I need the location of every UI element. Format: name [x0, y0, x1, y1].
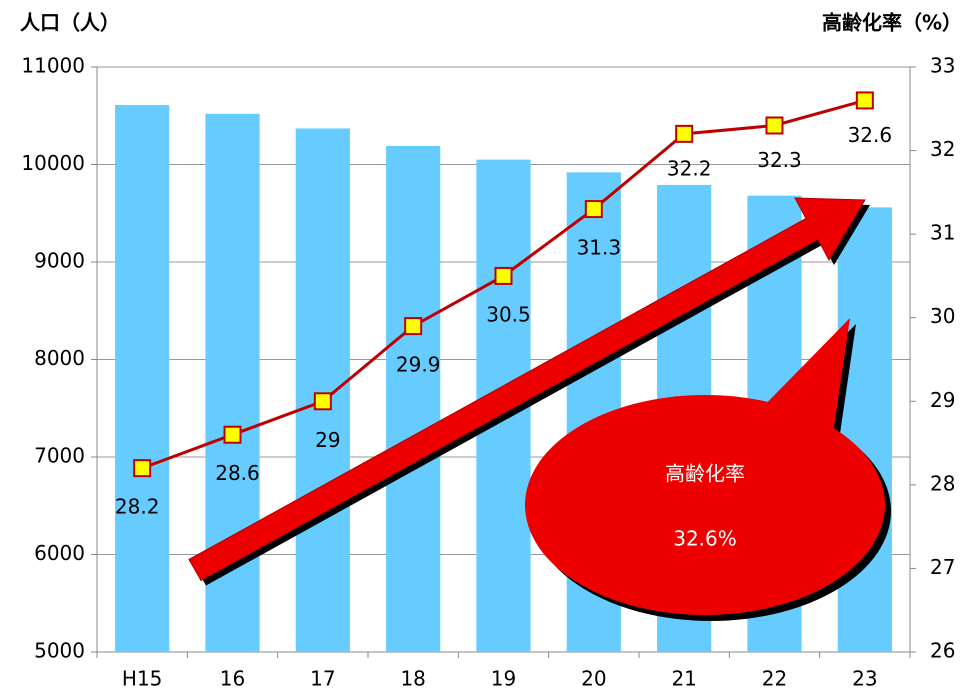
data-label: 32.6	[848, 123, 893, 147]
x-tick-label: H15	[122, 667, 163, 691]
x-tick-label: 19	[491, 667, 516, 691]
y-tick-label: 5000	[34, 639, 85, 663]
x-tick-label: 22	[762, 667, 787, 691]
x-tick-label: 23	[852, 667, 877, 691]
marker	[765, 116, 784, 135]
y-tick-label: 10000	[21, 151, 85, 175]
bar	[386, 145, 441, 652]
data-label: 28.2	[115, 495, 160, 519]
x-tick-label: 16	[220, 667, 245, 691]
y2-tick-label: 31	[930, 221, 955, 245]
marker	[133, 459, 152, 478]
y-tick-label: 8000	[34, 346, 85, 370]
y-tick-label: 11000	[21, 54, 85, 78]
data-label: 28.6	[215, 461, 260, 485]
callout-title: 高齢化率	[665, 462, 745, 486]
y-tick-label: 7000	[34, 444, 85, 468]
y2-tick-label: 29	[930, 388, 955, 412]
marker	[223, 425, 242, 444]
marker	[584, 200, 603, 219]
y2-tick-label: 28	[930, 471, 955, 495]
marker	[313, 392, 332, 411]
arrow	[188, 197, 866, 582]
data-label: 29	[315, 428, 340, 452]
data-label: 29.9	[396, 353, 441, 377]
y-axis-label: 人口（人）	[20, 11, 120, 35]
data-label: 30.5	[486, 302, 531, 326]
data-label: 32.2	[667, 156, 712, 180]
bar	[295, 128, 350, 653]
y2-tick-label: 32	[930, 137, 955, 161]
y2-tick-label: 33	[930, 54, 955, 78]
y-tick-label: 6000	[34, 541, 85, 565]
data-label: 32.3	[757, 148, 802, 172]
callout-text: 32.6%	[673, 527, 737, 551]
x-tick-label: 20	[581, 667, 606, 691]
y2-tick-label: 30	[930, 304, 955, 328]
y2-axis-label: 高齢化率（%）	[822, 11, 962, 35]
y2-tick-label: 27	[930, 555, 955, 579]
callout-tail	[750, 318, 850, 455]
marker	[855, 91, 874, 110]
x-tick-label: 18	[400, 667, 425, 691]
marker	[494, 266, 513, 285]
y2-tick-label: 26	[930, 639, 955, 663]
x-tick-label: 17	[310, 667, 335, 691]
bar	[115, 105, 170, 652]
callout-body	[525, 395, 885, 615]
y-tick-label: 9000	[34, 249, 85, 273]
callout	[525, 318, 885, 615]
bar	[837, 207, 892, 652]
x-tick-label: 21	[671, 667, 696, 691]
marker	[675, 124, 694, 143]
marker	[404, 317, 423, 336]
data-label: 31.3	[577, 236, 622, 260]
